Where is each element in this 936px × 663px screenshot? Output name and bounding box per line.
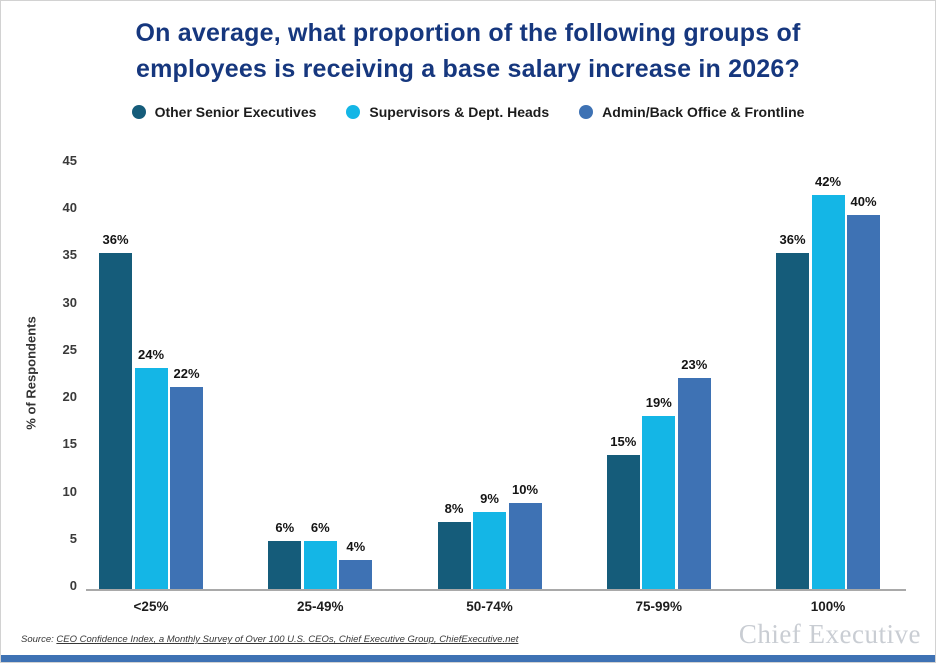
- legend-item-other-senior-executives: Other Senior Executives: [131, 104, 317, 120]
- bar-value-label: 42%: [814, 174, 842, 190]
- bar-supervisors-dept-heads-25-49-: [303, 541, 337, 589]
- y-tick-label-15: 15: [62, 436, 77, 452]
- source-prefix: Source:: [21, 634, 57, 645]
- bar-value-label: 10%: [511, 481, 539, 497]
- x-category-label-25-49-: 25-49%: [296, 599, 344, 614]
- x-axis-line: [86, 589, 906, 591]
- y-tick-label-35: 35: [62, 247, 77, 263]
- bar-value-label: 19%: [645, 395, 672, 411]
- chief-executive-logo: Chief Executive: [738, 619, 921, 649]
- legend-label: Supervisors & Dept. Heads: [369, 104, 550, 120]
- footer-accent-bar: [1, 655, 935, 662]
- bar-value-label: 22%: [173, 366, 200, 382]
- bar-value-label: 24%: [137, 347, 165, 363]
- legend-label: Other Senior Executives: [154, 104, 317, 120]
- bar-supervisors-dept-heads-50-74-: [473, 512, 506, 589]
- source-link[interactable]: CEO Confidence Index, a Monthly Survey o…: [56, 634, 519, 645]
- chart-legend: Other Senior Executives Supervisors & Dep…: [1, 104, 935, 120]
- x-category-label-75-99-: 75-99%: [635, 599, 683, 614]
- legend-swatch-icon: [131, 105, 146, 119]
- x-category-label-50-74-: 50-74%: [466, 599, 513, 614]
- legend-label: Admin/Back Office & Frontline: [602, 104, 805, 120]
- bar-value-label: 9%: [480, 491, 499, 507]
- legend-item-supervisors-dept-heads: Supervisors & Dept. Heads: [346, 104, 549, 120]
- y-tick-label-10: 10: [62, 483, 77, 499]
- y-axis-title: % of Respondents: [23, 316, 39, 430]
- bar-admin-back-office-frontline--25-: [170, 387, 203, 589]
- bar-value-label: 23%: [681, 356, 708, 372]
- x-category-label-100-: 100%: [810, 599, 846, 614]
- bar-supervisors-dept-heads-100-: [811, 195, 845, 589]
- y-tick-label-20: 20: [62, 389, 77, 404]
- bar-other-senior-executives-75-99-: [606, 454, 640, 589]
- y-tick-label-5: 5: [69, 530, 77, 546]
- bar-value-label: 6%: [275, 520, 295, 535]
- bar-value-label: 8%: [444, 500, 464, 516]
- legend-swatch-icon: [579, 105, 594, 119]
- legend-item-admin-back-office-frontline: Admin/Back Office & Frontline: [579, 104, 804, 120]
- bar-other-senior-executives-50-74-: [437, 521, 471, 589]
- bar-value-label: 36%: [102, 232, 129, 247]
- y-tick-label-40: 40: [62, 200, 77, 215]
- bar-value-label: 40%: [850, 193, 877, 209]
- y-tick-label-30: 30: [62, 294, 77, 310]
- chart-title: On average, what proportion of the follo…: [1, 15, 935, 87]
- bar-supervisors-dept-heads--25-: [134, 368, 168, 589]
- bar-admin-back-office-frontline-50-74-: [508, 502, 542, 589]
- bar-value-label: 6%: [310, 520, 330, 535]
- bar-other-senior-executives-100-: [776, 253, 809, 589]
- bar-supervisors-dept-heads-75-99-: [642, 416, 676, 589]
- bar-admin-back-office-frontline-100-: [847, 214, 880, 589]
- legend-swatch-icon: [346, 105, 361, 119]
- y-tick-label-25: 25: [62, 341, 77, 357]
- bar-other-senior-executives--25-: [99, 253, 132, 589]
- bar-admin-back-office-frontline-25-49-: [339, 560, 373, 589]
- bar-other-senior-executives-25-49-: [268, 541, 302, 589]
- chart-title-line2: employees is receiving a base salary inc…: [136, 55, 800, 83]
- bar-admin-back-office-frontline-75-99-: [677, 377, 711, 589]
- bar-value-label: 4%: [346, 539, 366, 555]
- bar-value-label: 36%: [779, 232, 806, 247]
- source-citation: Source: CEO Confidence Index, a Monthly …: [21, 634, 518, 645]
- chart-title-line1: On average, what proportion of the follo…: [135, 19, 801, 47]
- y-tick-label-0: 0: [69, 578, 77, 593]
- y-tick-label-45: 45: [62, 152, 77, 168]
- bar-value-label: 15%: [610, 433, 637, 449]
- x-category-label--25-: <25%: [133, 599, 169, 614]
